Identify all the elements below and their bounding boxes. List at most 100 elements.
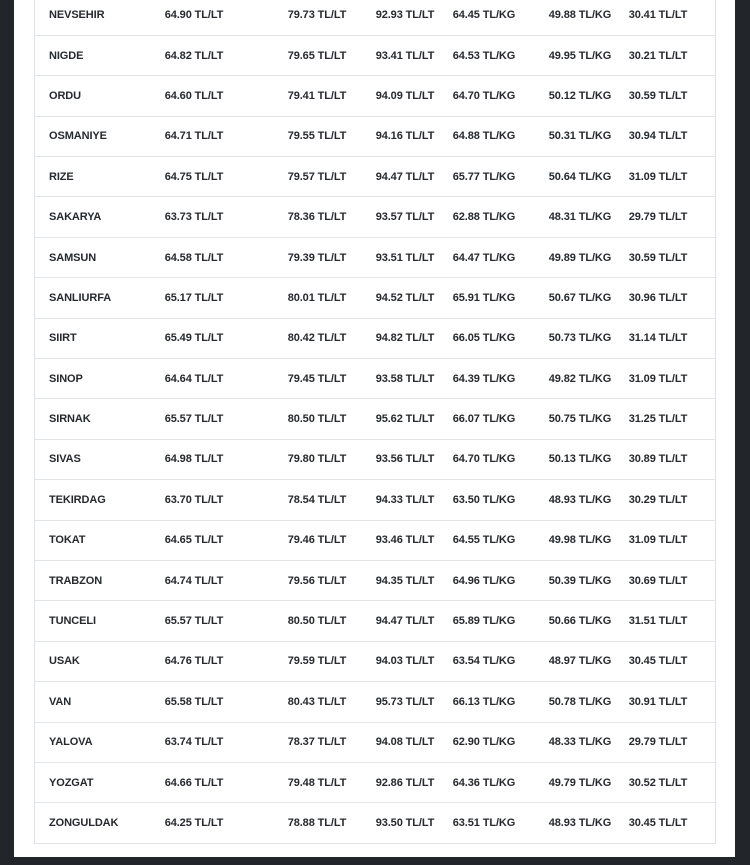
price-cell: 50.66 TL/KG [548,615,612,628]
price-cell: 49.82 TL/KG [548,372,612,385]
city-cell: SIRNAK [49,413,91,426]
city-cell: SINOP [49,372,83,385]
price-cell: 79.46 TL/LT [287,534,347,547]
price-cell: 30.52 TL/LT [628,776,688,789]
price-cell: 30.89 TL/LT [628,453,688,466]
price-cell: 65.49 TL/LT [164,332,224,345]
price-cell: 93.41 TL/LT [375,49,435,62]
price-cell: 64.60 TL/LT [164,89,224,102]
price-cell: 80.50 TL/LT [287,615,347,628]
price-cell: 65.77 TL/KG [452,170,516,183]
price-cell: 66.07 TL/KG [452,413,516,426]
table-row: ZONGULDAK 64.25 TL/LT 78.88 TL/LT 93.50 … [35,803,715,844]
price-cell: 48.97 TL/KG [548,655,612,668]
price-cell: 64.65 TL/LT [164,534,224,547]
price-cell: 50.13 TL/KG [548,453,612,466]
price-cell: 64.98 TL/LT [164,453,224,466]
fuel-price-table: NEVSEHIR 64.90 TL/LT 79.73 TL/LT 92.93 T… [34,0,716,844]
price-cell: 65.17 TL/LT [164,291,224,304]
table-row: SIVAS 64.98 TL/LT 79.80 TL/LT 93.56 TL/L… [35,440,715,481]
price-cell: 66.13 TL/KG [452,695,516,708]
city-cell: NEVSEHIR [49,9,105,22]
price-cell: 49.79 TL/KG [548,776,612,789]
city-cell: YALOVA [49,736,93,749]
price-cell: 50.64 TL/KG [548,170,612,183]
city-cell: VAN [49,695,72,708]
price-cell: 94.16 TL/LT [375,130,435,143]
price-cell: 93.57 TL/LT [375,211,435,224]
price-cell: 64.66 TL/LT [164,776,224,789]
price-cell: 93.50 TL/LT [375,817,435,829]
city-cell: TUNCELI [49,615,96,628]
price-cell: 79.65 TL/LT [287,49,347,62]
price-cell: 93.58 TL/LT [375,372,435,385]
price-cell: 49.89 TL/KG [548,251,612,264]
price-cell: 30.69 TL/LT [628,574,688,587]
city-cell: USAK [49,655,80,668]
price-cell: 65.91 TL/KG [452,291,516,304]
price-cell: 48.31 TL/KG [548,211,612,224]
price-cell: 80.01 TL/LT [287,291,347,304]
table-row: YOZGAT 64.66 TL/LT 79.48 TL/LT 92.86 TL/… [35,763,715,804]
price-cell: 64.70 TL/KG [452,453,516,466]
price-table-body: NEVSEHIR 64.90 TL/LT 79.73 TL/LT 92.93 T… [35,0,715,844]
price-cell: 94.52 TL/LT [375,291,435,304]
price-cell: 30.29 TL/LT [628,493,688,506]
price-cell: 65.89 TL/KG [452,615,516,628]
price-cell: 50.73 TL/KG [548,332,612,345]
price-cell: 66.05 TL/KG [452,332,516,345]
price-cell: 50.12 TL/KG [548,89,612,102]
price-cell: 94.03 TL/LT [375,655,435,668]
price-cell: 48.93 TL/KG [548,817,612,829]
price-cell: 94.82 TL/LT [375,332,435,345]
price-cell: 93.46 TL/LT [375,534,435,547]
price-cell: 94.09 TL/LT [375,89,435,102]
table-row: TOKAT 64.65 TL/LT 79.46 TL/LT 93.46 TL/L… [35,521,715,561]
price-cell: 63.54 TL/KG [452,655,516,668]
table-row: USAK 64.76 TL/LT 79.59 TL/LT 94.03 TL/LT… [35,642,715,683]
price-cell: 64.64 TL/LT [164,372,224,385]
city-cell: TOKAT [49,534,86,547]
table-row: TRABZON 64.74 TL/LT 79.56 TL/LT 94.35 TL… [35,561,715,602]
price-cell: 64.39 TL/KG [452,372,516,385]
city-cell: SIVAS [49,453,81,466]
price-cell: 78.88 TL/LT [287,817,347,829]
price-cell: 64.71 TL/LT [164,130,224,143]
price-cell: 50.75 TL/KG [548,413,612,426]
price-cell: 65.57 TL/LT [164,413,224,426]
price-cell: 64.82 TL/LT [164,49,224,62]
price-cell: 94.33 TL/LT [375,493,435,506]
city-cell: TRABZON [49,574,103,587]
table-row: ORDU 64.60 TL/LT 79.41 TL/LT 94.09 TL/LT… [35,76,715,117]
price-cell: 30.21 TL/LT [628,49,688,62]
city-cell: TEKIRDAG [49,493,106,506]
table-row: SANLIURFA 65.17 TL/LT 80.01 TL/LT 94.52 … [35,278,715,319]
price-cell: 50.31 TL/KG [548,130,612,143]
table-row: SIRNAK 65.57 TL/LT 80.50 TL/LT 95.62 TL/… [35,399,715,440]
price-cell: 63.73 TL/LT [164,211,224,224]
price-cell: 30.41 TL/LT [628,9,688,22]
price-cell: 49.95 TL/KG [548,49,612,62]
price-cell: 93.51 TL/LT [375,251,435,264]
price-cell: 50.78 TL/KG [548,695,612,708]
price-cell: 79.55 TL/LT [287,130,347,143]
city-cell: SAKARYA [49,211,102,224]
price-cell: 94.35 TL/LT [375,574,435,587]
price-cell: 31.51 TL/LT [628,615,688,628]
price-cell: 64.58 TL/LT [164,251,224,264]
city-cell: NIGDE [49,49,84,62]
price-cell: 79.59 TL/LT [287,655,347,668]
price-cell: 65.58 TL/LT [164,695,224,708]
price-cell: 63.51 TL/KG [452,817,516,829]
table-row: RIZE 64.75 TL/LT 79.57 TL/LT 94.47 TL/LT… [35,157,715,198]
city-cell: RIZE [49,170,74,183]
table-row: TUNCELI 65.57 TL/LT 80.50 TL/LT 94.47 TL… [35,601,715,642]
price-cell: 49.98 TL/KG [548,534,612,547]
price-cell: 80.50 TL/LT [287,413,347,426]
price-cell: 29.79 TL/LT [628,211,688,224]
price-cell: 79.39 TL/LT [287,251,347,264]
price-cell: 79.56 TL/LT [287,574,347,587]
city-cell: SAMSUN [49,251,97,264]
price-cell: 79.45 TL/LT [287,372,347,385]
price-cell: 31.09 TL/LT [628,372,688,385]
